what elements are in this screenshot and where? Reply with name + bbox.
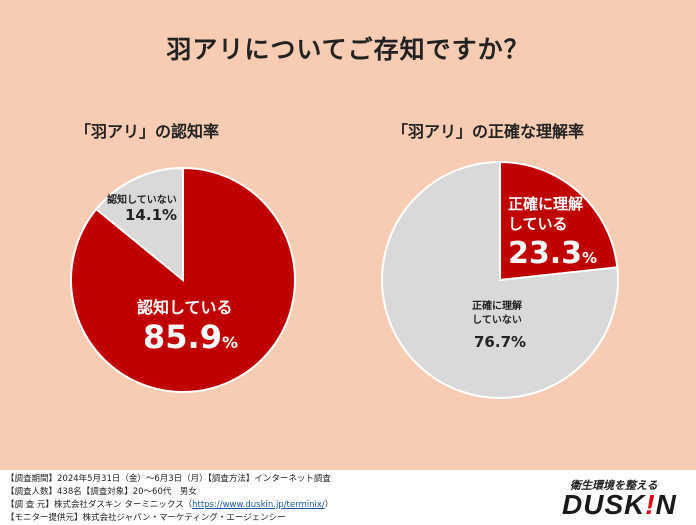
monitor-provider: 【モニター提供元】株式会社ジャパン・マーケティング・エージェンシー bbox=[6, 513, 286, 523]
page-title: 羽アリについてご存知ですか？ bbox=[166, 35, 530, 64]
left-grey-label: 認知していない bbox=[107, 195, 177, 206]
pie-0-slice-1 bbox=[94, 166, 184, 283]
chart-title-left: 「羽アリ」の認知率 bbox=[75, 122, 220, 141]
pie-1-slice-0 bbox=[499, 160, 619, 282]
right-red-value: 23.3% bbox=[508, 236, 598, 271]
duskin-logo: DUSK!N bbox=[562, 489, 677, 520]
left-red-label: 認知している bbox=[137, 298, 233, 317]
source-link[interactable]: https://www.duskin.jp/terminix/ bbox=[192, 500, 325, 510]
right-red-label: 正確に理解 している bbox=[508, 195, 584, 233]
survey-source: 【調 査 元】株式会社ダスキン ターミニックス（https://www.dusk… bbox=[6, 500, 334, 510]
left-red-value: 85.9% bbox=[143, 318, 238, 356]
left-grey-value: 14.1% bbox=[125, 206, 178, 224]
survey-period: 【調査期間】2024年5月31日（金）～6月3日（月）【調査方法】インターネット… bbox=[6, 474, 331, 484]
chart-title-right: 「羽アリ」の正確な理解率 bbox=[392, 122, 585, 141]
pie-1-slice-1 bbox=[381, 160, 619, 399]
right-grey-value: 76.7% bbox=[474, 333, 527, 351]
pie-charts bbox=[70, 160, 619, 399]
survey-count: 【調査人数】438名【調査対象】20～60代 男女 bbox=[6, 487, 197, 497]
logo-tagline: 衛生環境を整える bbox=[570, 479, 658, 492]
footer: 【調査期間】2024年5月31日（金）～6月3日（月）【調査方法】インターネット… bbox=[0, 470, 696, 523]
right-grey-label: 正確に理解 していない bbox=[472, 301, 522, 326]
